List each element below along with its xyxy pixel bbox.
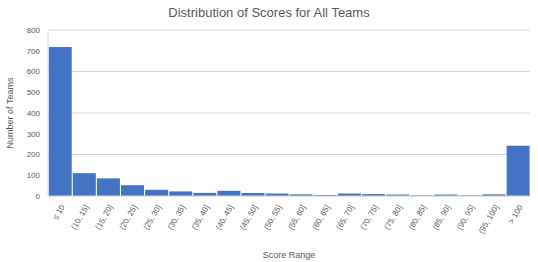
svg-text:(25, 30]: (25, 30]	[142, 203, 163, 231]
svg-text:300: 300	[27, 130, 41, 139]
svg-text:(90, 95]: (90, 95]	[455, 203, 476, 231]
svg-text:(20, 25]: (20, 25]	[118, 203, 139, 231]
svg-text:(50, 55]: (50, 55]	[262, 203, 283, 231]
svg-text:(55, 60]: (55, 60]	[286, 203, 307, 231]
svg-text:(95, 100]: (95, 100]	[477, 203, 501, 235]
svg-text:(65, 70]: (65, 70]	[335, 203, 356, 231]
svg-text:(15, 20]: (15, 20]	[94, 203, 115, 231]
svg-text:700: 700	[27, 47, 41, 56]
svg-text:800: 800	[27, 26, 41, 35]
svg-text:Score Range: Score Range	[263, 250, 316, 260]
svg-text:> 100: > 100	[507, 203, 525, 226]
svg-text:(85, 90]: (85, 90]	[431, 203, 452, 231]
svg-text:(75, 80]: (75, 80]	[383, 203, 404, 231]
svg-text:≤ 10: ≤ 10	[51, 203, 67, 221]
svg-text:400: 400	[27, 109, 41, 118]
svg-text:200: 200	[27, 150, 41, 159]
svg-text:100: 100	[27, 171, 41, 180]
svg-text:(30, 35]: (30, 35]	[166, 203, 187, 231]
svg-text:(60, 65]: (60, 65]	[310, 203, 331, 231]
html-text:Distribution of Scores for All: Distribution of Scores for All Teams	[168, 5, 370, 20]
svg-text:(45, 50]: (45, 50]	[238, 203, 259, 231]
svg-text:(80, 85]: (80, 85]	[407, 203, 428, 231]
svg-text:(70, 75]: (70, 75]	[359, 203, 380, 231]
svg-text:Number of Teams: Number of Teams	[5, 77, 15, 148]
svg-text:0: 0	[36, 192, 41, 201]
svg-text:500: 500	[27, 88, 41, 97]
svg-text:(10, 15]: (10, 15]	[69, 203, 90, 231]
svg-text:(35, 40]: (35, 40]	[190, 203, 211, 231]
svg-text:(40, 45]: (40, 45]	[214, 203, 235, 231]
svg-text:600: 600	[27, 67, 41, 76]
